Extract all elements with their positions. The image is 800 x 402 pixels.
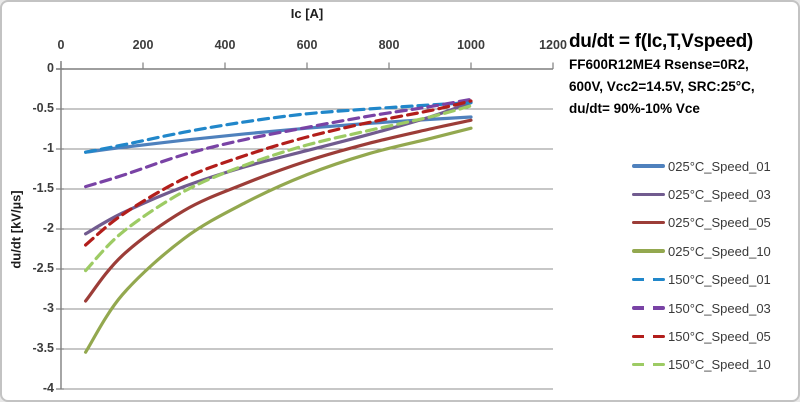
y-tick-label: -1: [42, 141, 54, 155]
title-block: du/dt = f(Ic,T,Vspeed) FF600R12ME4 Rsens…: [569, 30, 797, 120]
chart-subtitle-line-1: FF600R12ME4 Rsense=0R2,: [569, 57, 749, 72]
legend-swatch-dashed: [632, 363, 665, 367]
legend-label: 150°C_Speed_10: [668, 357, 771, 373]
series-line-150°C_Speed_10: [84, 104, 473, 273]
legend-swatch-solid: [632, 221, 665, 225]
y-tick-label: -2.5: [32, 261, 54, 275]
legend-swatch-solid: [632, 249, 665, 253]
y-tick-label: -3.5: [32, 341, 54, 355]
legend-swatch-dashed: [632, 277, 665, 282]
legend-item-025°C_Speed_01: 025°C_Speed_01: [632, 152, 771, 180]
legend-item-150°C_Speed_03: 150°C_Speed_03: [632, 294, 771, 322]
legend-item-025°C_Speed_03: 025°C_Speed_03: [632, 180, 771, 208]
series-line-150°C_Speed_05: [84, 99, 473, 247]
x-tick-label: 800: [378, 38, 400, 52]
legend-swatch-solid: [632, 164, 665, 168]
legend-label: 025°C_Speed_01: [668, 158, 771, 174]
chart-subtitle-line-3: du/dt= 90%-10% Vce: [569, 101, 700, 116]
legend-item-025°C_Speed_05: 025°C_Speed_05: [632, 209, 771, 237]
legend-item-150°C_Speed_01: 150°C_Speed_01: [632, 266, 771, 294]
legend-label: 025°C_Speed_03: [668, 186, 771, 202]
y-tick-label: -0.5: [32, 101, 54, 115]
legend-item-025°C_Speed_10: 025°C_Speed_10: [632, 237, 771, 265]
y-tick-label: -3: [42, 301, 54, 315]
legend-swatch-dashed: [632, 306, 665, 310]
y-tick-label: -1.5: [32, 181, 54, 195]
legend-item-150°C_Speed_05: 150°C_Speed_05: [632, 322, 771, 350]
x-tick-label: 200: [132, 38, 154, 52]
x-axis-title: Ic [A]: [290, 6, 324, 21]
legend-label: 150°C_Speed_05: [668, 328, 771, 344]
x-tick-label: 0: [57, 38, 65, 52]
chart-title: du/dt = f(Ic,T,Vspeed): [569, 31, 753, 52]
legend-label: 025°C_Speed_10: [668, 243, 771, 259]
legend-label: 025°C_Speed_05: [668, 215, 771, 231]
y-tick-label: 0: [47, 61, 54, 75]
legend-label: 150°C_Speed_01: [668, 272, 771, 288]
chart-subtitle-line-2: 600V, Vcc2=14.5V, SRC:25°C,: [569, 79, 755, 94]
x-tick-label: 1000: [457, 38, 485, 52]
y-tick-label: -2: [42, 221, 54, 235]
series-line-150°C_Speed_03: [84, 97, 473, 189]
x-tick-label: 600: [296, 38, 318, 52]
y-tick-label: -4: [42, 381, 54, 395]
series-line-150°C_Speed_01: [84, 101, 473, 154]
legend-swatch-dashed: [632, 334, 665, 339]
series-line-025°C_Speed_10: [84, 126, 473, 354]
x-tick-label: 400: [214, 38, 236, 52]
legend-swatch-solid: [632, 192, 665, 197]
x-tick-label: 1200: [539, 38, 567, 52]
legend-label: 150°C_Speed_03: [668, 300, 771, 316]
legend-item-150°C_Speed_10: 150°C_Speed_10: [632, 351, 771, 379]
series-line-025°C_Speed_05: [84, 118, 473, 303]
